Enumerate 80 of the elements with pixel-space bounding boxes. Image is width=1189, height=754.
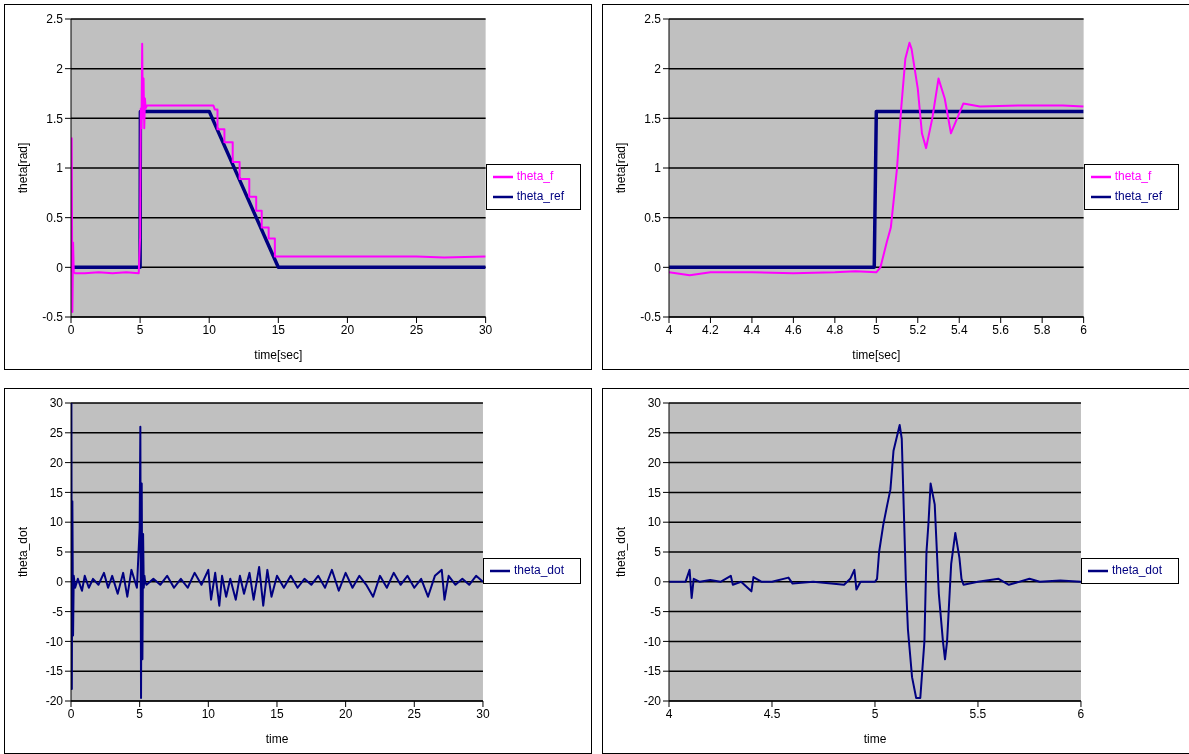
y-tick-label: 10 <box>647 515 662 530</box>
x-tick-label: 6 <box>1077 706 1085 721</box>
y-tick-label: 1 <box>56 161 64 176</box>
y-axis-title: theta_dot <box>16 526 31 578</box>
x-tick-label: 25 <box>407 706 422 721</box>
y-tick-label: 5 <box>56 545 64 560</box>
x-tick-label: 5 <box>872 322 880 337</box>
y-tick-label: 2 <box>56 61 64 76</box>
y-tick-label: -20 <box>45 694 64 709</box>
legend-label: theta_dot <box>1111 563 1162 578</box>
x-tick-label: 0 <box>67 322 75 337</box>
y-tick-label: 30 <box>647 396 662 411</box>
y-tick-label: -5 <box>52 604 64 619</box>
x-axis-title: time[sec] <box>254 348 303 362</box>
y-tick-label: 1.5 <box>644 111 662 126</box>
y-tick-label: 0 <box>654 575 662 590</box>
x-axis-title: time <box>265 732 289 746</box>
y-tick-label: 15 <box>647 485 662 500</box>
x-tick-label: 10 <box>202 322 217 337</box>
legend-label: theta_dot <box>513 563 564 578</box>
x-tick-label: 4.4 <box>743 322 761 337</box>
y-tick-label: 30 <box>49 396 64 411</box>
y-axis-title: theta[rad] <box>614 142 629 194</box>
y-tick-label: 20 <box>647 455 662 470</box>
legend-label: theta_ref <box>516 189 564 204</box>
y-tick-label: 2.5 <box>644 12 662 27</box>
x-tick-label: 0 <box>67 706 75 721</box>
y-tick-label: 0.5 <box>46 210 64 225</box>
x-tick-label: 5.2 <box>909 322 927 337</box>
y-tick-label: 10 <box>49 515 64 530</box>
y-tick-label: 0.5 <box>644 210 662 225</box>
y-tick-label: 1.5 <box>46 111 64 126</box>
x-tick-label: 5.6 <box>992 322 1010 337</box>
x-tick-label: 5.8 <box>1033 322 1051 337</box>
x-tick-label: 15 <box>270 706 284 721</box>
y-tick-label: -0.5 <box>42 310 64 325</box>
y-tick-label: 1 <box>654 161 662 176</box>
legend-label: theta_ref <box>1114 189 1162 204</box>
x-tick-label: 30 <box>476 706 490 721</box>
x-tick-label: 4.6 <box>785 322 803 337</box>
y-tick-label: -10 <box>45 634 64 649</box>
y-tick-label: -5 <box>650 604 662 619</box>
x-tick-label: 4.8 <box>826 322 844 337</box>
y-tick-label: -10 <box>643 634 662 649</box>
x-tick-label: 25 <box>409 322 424 337</box>
x-tick-label: 30 <box>478 322 493 337</box>
y-tick-label: 25 <box>647 426 662 441</box>
y-tick-label: 2 <box>654 61 662 76</box>
y-tick-label: 0 <box>654 260 662 275</box>
y-tick-label: 2.5 <box>46 12 64 27</box>
y-tick-label: -0.5 <box>640 310 662 325</box>
x-tick-label: 4 <box>665 322 673 337</box>
y-tick-label: 0 <box>56 260 64 275</box>
x-tick-label: 15 <box>271 322 286 337</box>
x-tick-label: 4 <box>665 706 673 721</box>
y-tick-label: 0 <box>56 575 64 590</box>
y-tick-label: 20 <box>49 455 64 470</box>
x-tick-label: 6 <box>1080 322 1088 337</box>
x-tick-label: 5.5 <box>969 706 987 721</box>
y-axis-title: theta_dot <box>614 526 629 578</box>
x-tick-label: 10 <box>201 706 216 721</box>
y-tick-label: -15 <box>643 664 662 679</box>
y-tick-label: -15 <box>45 664 64 679</box>
x-tick-label: 5.4 <box>950 322 968 337</box>
y-tick-label: 15 <box>49 485 64 500</box>
x-tick-label: 4.2 <box>702 322 720 337</box>
y-tick-label: 25 <box>49 426 64 441</box>
x-axis-title: time <box>863 732 887 746</box>
y-tick-label: -20 <box>643 694 662 709</box>
x-tick-label: 5 <box>136 706 144 721</box>
x-axis-title: time[sec] <box>852 348 901 362</box>
x-tick-label: 20 <box>340 322 355 337</box>
legend-label: theta_f <box>516 169 554 184</box>
x-tick-label: 20 <box>338 706 353 721</box>
x-tick-label: 5 <box>136 322 144 337</box>
y-tick-label: 5 <box>654 545 662 560</box>
y-axis-title: theta[rad] <box>16 142 31 194</box>
x-tick-label: 5 <box>871 706 879 721</box>
legend-label: theta_f <box>1114 169 1152 184</box>
x-tick-label: 4.5 <box>763 706 781 721</box>
